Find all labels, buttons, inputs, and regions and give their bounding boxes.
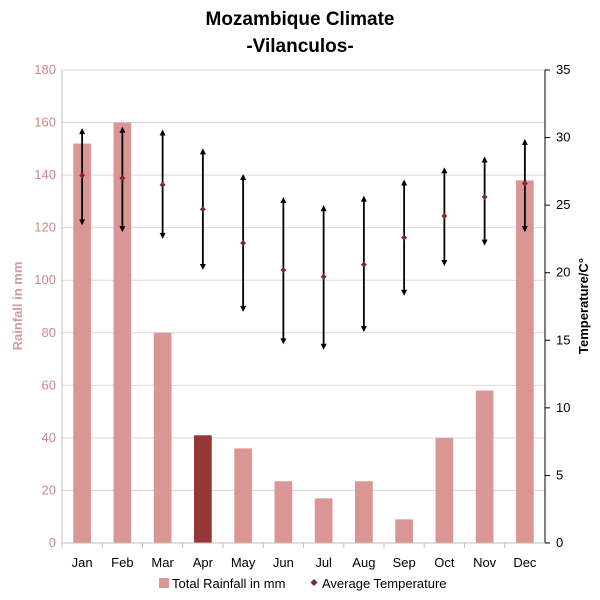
y-tick-left: 100 xyxy=(34,272,56,287)
x-tick-label: Aug xyxy=(352,555,375,570)
temp-min-arrow-nov xyxy=(481,239,488,246)
x-tick-label: Nov xyxy=(473,555,497,570)
y-tick-right: 15 xyxy=(556,332,570,347)
temp-max-arrow-mar xyxy=(159,129,166,136)
rainfall-bar-aug xyxy=(355,481,373,543)
x-tick-label: Jan xyxy=(72,555,93,570)
legend-label-temperature: Average Temperature xyxy=(322,576,447,591)
rainfall-bar-apr xyxy=(194,435,212,543)
temp-avg-marker-nov xyxy=(481,194,488,201)
legend-label-rainfall: Total Rainfall in mm xyxy=(172,576,285,591)
temp-avg-marker-jul xyxy=(320,273,327,280)
x-tick-label: May xyxy=(231,555,256,570)
x-tick-label: Mar xyxy=(151,555,174,570)
y-tick-left: 80 xyxy=(42,325,56,340)
rainfall-bar-sep xyxy=(395,519,413,543)
temp-max-arrow-aug xyxy=(360,195,367,202)
axes: 0 20 40 60 80 100 120 140 160 180 0 5 10 15 20 25 30 35 Ja… xyxy=(34,62,570,570)
y-axis-label-left: Rainfall in mm xyxy=(10,262,25,351)
temp-max-arrow-nov xyxy=(481,156,488,163)
legend-swatch-rainfall xyxy=(159,578,169,588)
x-tick-label: Dec xyxy=(513,555,537,570)
gridlines xyxy=(62,69,545,544)
temperature-ranges xyxy=(79,126,528,350)
temp-max-arrow-jan xyxy=(79,128,86,135)
temp-avg-marker-jan xyxy=(79,172,86,179)
temp-avg-marker-dec xyxy=(521,180,528,187)
temp-min-arrow-aug xyxy=(360,326,367,333)
x-tick-label: Sep xyxy=(393,555,416,570)
temp-min-arrow-dec xyxy=(521,226,528,233)
y-tick-left: 0 xyxy=(49,535,56,550)
x-tick-label: Jul xyxy=(315,555,332,570)
rainfall-bar-mar xyxy=(153,332,172,543)
y-axis-label-right: Temperature/C° xyxy=(576,258,591,354)
y-tick-right: 20 xyxy=(556,265,570,280)
y-tick-right: 5 xyxy=(556,467,563,482)
temp-max-arrow-dec xyxy=(521,138,528,145)
rainfall-bars xyxy=(73,122,534,544)
chart-title: Mozambique Climate xyxy=(206,9,395,30)
rainfall-bar-dec xyxy=(516,180,534,543)
temp-max-arrow-jun xyxy=(280,197,287,204)
rainfall-bar-jul xyxy=(314,498,333,543)
y-tick-left: 40 xyxy=(42,430,56,445)
rainfall-bar-oct xyxy=(435,437,454,543)
temp-min-arrow-feb xyxy=(119,226,126,233)
temp-min-arrow-jan xyxy=(79,219,86,226)
y-tick-left: 160 xyxy=(34,115,56,130)
rainfall-bar-may xyxy=(234,448,252,543)
temp-min-arrow-sep xyxy=(401,289,408,296)
legend: Total Rainfall in mm Average Temperature xyxy=(159,576,447,591)
temp-avg-marker-aug xyxy=(360,261,367,268)
rainfall-bar-nov xyxy=(475,390,494,543)
rainfall-bar-jun xyxy=(274,481,293,543)
x-tick-label: Oct xyxy=(434,555,455,570)
temp-avg-marker-sep xyxy=(401,234,408,241)
legend-marker-temperature xyxy=(310,579,318,586)
x-tick-label: Apr xyxy=(193,555,214,570)
temp-avg-marker-jun xyxy=(280,267,287,274)
temp-avg-marker-oct xyxy=(441,212,448,219)
y-tick-left: 120 xyxy=(34,220,56,235)
y-tick-right: 0 xyxy=(556,535,563,550)
temp-min-arrow-mar xyxy=(159,232,166,239)
y-tick-left: 20 xyxy=(42,482,56,497)
temp-min-arrow-jun xyxy=(280,338,287,345)
x-tick-label: Feb xyxy=(111,555,133,570)
temp-max-arrow-sep xyxy=(401,179,408,186)
temp-min-arrow-may xyxy=(240,305,247,312)
temp-max-arrow-apr xyxy=(199,148,206,155)
chart-subtitle: -Vilanculos- xyxy=(246,36,353,57)
temp-max-arrow-oct xyxy=(441,167,448,174)
rainfall-bar-feb xyxy=(113,122,132,544)
y-tick-right: 35 xyxy=(556,62,570,77)
rainfall-bar-jan xyxy=(73,143,91,544)
temp-max-arrow-may xyxy=(240,174,247,181)
temp-min-arrow-apr xyxy=(199,264,206,271)
temp-avg-marker-feb xyxy=(119,175,126,182)
y-tick-right: 30 xyxy=(556,130,570,145)
temp-max-arrow-feb xyxy=(119,126,126,133)
temp-avg-marker-mar xyxy=(159,181,166,188)
y-tick-right: 10 xyxy=(556,400,570,415)
temp-avg-marker-apr xyxy=(199,206,206,213)
temp-max-arrow-jul xyxy=(320,205,327,212)
y-tick-right: 25 xyxy=(556,197,570,212)
temp-min-arrow-jul xyxy=(320,343,327,350)
x-tick-label: Jun xyxy=(273,555,294,570)
temp-avg-marker-may xyxy=(240,239,247,246)
temp-min-arrow-oct xyxy=(441,259,448,266)
y-tick-left: 140 xyxy=(34,167,56,182)
y-tick-left: 60 xyxy=(42,377,56,392)
y-tick-left: 180 xyxy=(34,62,56,77)
